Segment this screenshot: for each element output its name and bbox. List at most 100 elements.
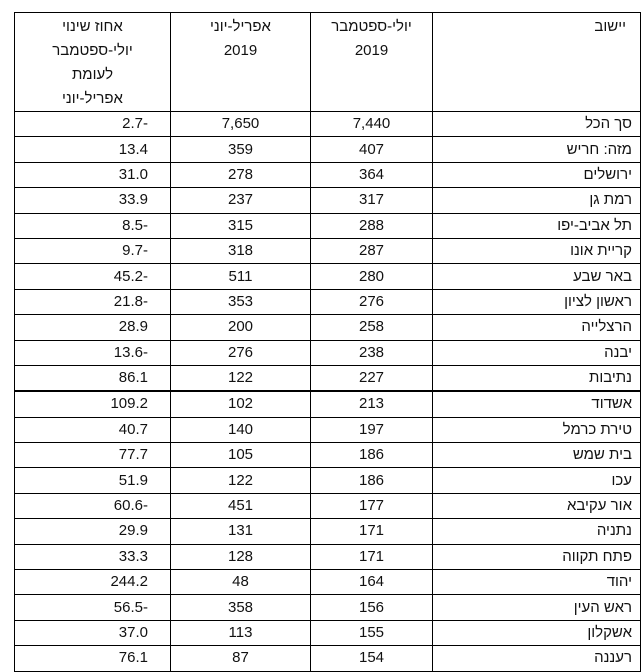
value-cell: 364 xyxy=(310,161,433,189)
value-cell: 13.4 xyxy=(14,136,171,163)
locality-cell: הרצלייה xyxy=(432,314,641,341)
table-row: בית שמש 186 105 77.7 xyxy=(14,442,641,469)
table-row: ירושלים 364 278 31.0 xyxy=(14,161,641,189)
value-cell: 31.0 xyxy=(14,161,171,189)
locality-cell: רמת גן xyxy=(432,187,641,214)
value-cell: 113 xyxy=(170,619,311,647)
locality-cell: פתח תקווה xyxy=(432,543,641,571)
value-cell: 197 xyxy=(310,416,433,444)
locality-cell: באר שבע xyxy=(432,263,641,290)
table-row: ראש העין 156 358 56.5- xyxy=(14,594,641,621)
value-cell: 213 xyxy=(310,390,433,418)
table-row: רעננה 154 87 76.1 xyxy=(14,645,641,672)
table-row: רמת גן 317 237 33.9 xyxy=(14,187,641,214)
value-cell: 21.8- xyxy=(14,288,171,316)
table-row: תל אביב-יפו 288 315 8.5- xyxy=(14,212,641,239)
value-cell: 105 xyxy=(170,442,311,469)
value-cell: 40.7 xyxy=(14,416,171,444)
value-cell: 140 xyxy=(170,416,311,444)
value-cell: 37.0 xyxy=(14,619,171,647)
header-row: יישוב יולי-ספטמבר 2019 אפריל-יוני 2019 אחוז ש… xyxy=(14,12,641,112)
table-row: פתח תקווה 171 128 33.3 xyxy=(14,543,641,571)
header-line: אפריל-יוני xyxy=(62,90,123,107)
value-cell: 164 xyxy=(310,569,433,596)
header-line: יולי-ספטמבר xyxy=(52,42,133,59)
value-cell: 171 xyxy=(310,543,433,571)
locality-cell: נתיבות xyxy=(432,364,641,393)
value-cell: 13.6- xyxy=(14,339,171,366)
locality-cell: טירת כרמל xyxy=(432,416,641,444)
value-cell: 276 xyxy=(310,288,433,316)
table-row: מזה: חריש 407 359 13.4 xyxy=(14,136,641,163)
value-cell: 51.9 xyxy=(14,467,171,494)
value-cell: 122 xyxy=(170,364,311,393)
value-cell: 359 xyxy=(170,136,311,163)
value-cell: 102 xyxy=(170,390,311,418)
value-cell: 318 xyxy=(170,237,311,265)
header-line: יישוב xyxy=(594,18,626,35)
value-cell: 227 xyxy=(310,364,433,393)
table-row: יהוד 164 48 244.2 xyxy=(14,569,641,596)
data-table: יישוב יולי-ספטמבר 2019 אפריל-יוני 2019 אחוז ש… xyxy=(14,12,641,672)
value-cell: 186 xyxy=(310,442,433,469)
header-cell: אפריל-יוני 2019 xyxy=(170,12,311,112)
value-cell: 29.9 xyxy=(14,518,171,545)
value-cell: 287 xyxy=(310,237,433,265)
page: {"table": { "header": [["יישוב"], ["יולי… xyxy=(14,12,641,672)
table-row: הרצלייה 258 200 28.9 xyxy=(14,314,641,341)
value-cell: 200 xyxy=(170,314,311,341)
locality-cell: ירושלים xyxy=(432,161,641,189)
value-cell: 280 xyxy=(310,263,433,290)
locality-cell: קריית אונו xyxy=(432,237,641,265)
locality-cell: תל אביב-יפו xyxy=(432,212,641,239)
header-line: 2019 xyxy=(354,42,389,59)
value-cell: 2.7- xyxy=(14,110,171,138)
value-cell: 238 xyxy=(310,339,433,366)
locality-cell: נתניה xyxy=(432,518,641,545)
header-line: אחוז שינוי xyxy=(62,18,123,35)
table-row: סך הכל 7,440 7,650 2.7- xyxy=(14,110,641,138)
locality-cell: רעננה xyxy=(432,645,641,672)
value-cell: 156 xyxy=(310,594,433,621)
table-row: טירת כרמל 197 140 40.7 xyxy=(14,416,641,444)
header-line: אפריל-יוני xyxy=(210,18,271,35)
locality-cell: יבנה xyxy=(432,339,641,366)
value-cell: 9.7- xyxy=(14,237,171,265)
locality-cell: ראש העין xyxy=(432,594,641,621)
locality-cell: מזה: חריש xyxy=(432,136,641,163)
value-cell: 353 xyxy=(170,288,311,316)
table-row: נתניה 171 131 29.9 xyxy=(14,518,641,545)
value-cell: 288 xyxy=(310,212,433,239)
header-cell: יישוב xyxy=(432,12,641,112)
table-row: ראשון לציון 276 353 21.8- xyxy=(14,288,641,316)
value-cell: 45.2- xyxy=(14,263,171,290)
locality-cell: ראשון לציון xyxy=(432,288,641,316)
locality-cell: אור עקיבא xyxy=(432,492,641,520)
locality-cell: אשקלון xyxy=(432,619,641,647)
value-cell: 186 xyxy=(310,467,433,494)
value-cell: 109.2 xyxy=(14,390,171,418)
table-row: עכו 186 122 51.9 xyxy=(14,467,641,494)
value-cell: 33.3 xyxy=(14,543,171,571)
value-cell: 278 xyxy=(170,161,311,189)
value-cell: 407 xyxy=(310,136,433,163)
value-cell: 8.5- xyxy=(14,212,171,239)
value-cell: 155 xyxy=(310,619,433,647)
locality-cell: סך הכל xyxy=(432,110,641,138)
table-row: קריית אונו 287 318 9.7- xyxy=(14,237,641,265)
value-cell: 244.2 xyxy=(14,569,171,596)
value-cell: 77.7 xyxy=(14,442,171,469)
value-cell: 60.6- xyxy=(14,492,171,520)
table-row: נתיבות 227 122 86.1 xyxy=(14,364,641,393)
value-cell: 87 xyxy=(170,645,311,672)
table-body: סך הכל 7,440 7,650 2.7- מזה: חריש 407 359 13.4 י… xyxy=(14,110,641,672)
value-cell: 237 xyxy=(170,187,311,214)
header-cell: אחוז שינוי יולי-ספטמבר לעומת אפריל-יוני xyxy=(14,12,171,112)
value-cell: 122 xyxy=(170,467,311,494)
value-cell: 48 xyxy=(170,569,311,596)
table-row: אור עקיבא 177 451 60.6- xyxy=(14,492,641,520)
header-cell: יולי-ספטמבר 2019 xyxy=(310,12,433,112)
header-line: 2019 xyxy=(223,42,258,59)
locality-cell: בית שמש xyxy=(432,442,641,469)
value-cell: 76.1 xyxy=(14,645,171,672)
